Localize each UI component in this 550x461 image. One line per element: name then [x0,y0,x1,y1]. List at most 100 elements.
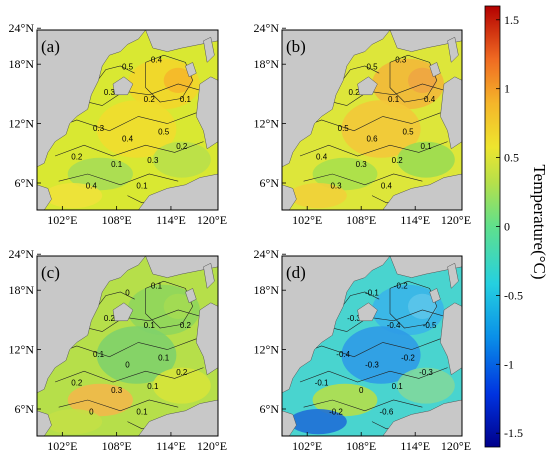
colorbar: 1.5 1 0.5 0 -0.5 -1 -1.5 Temperature(°C) [484,5,549,448]
island [112,76,134,96]
land-area [389,256,462,278]
contour-label: 0.1 [392,382,404,391]
map-panel-b: 0.5 0.3 0.2 0.1 0.4 0.5 0.6 0.5 0.4 0.3 0.2 0.1 0.3 0… [254,21,472,227]
lat-tick-label: 12°N [254,343,280,357]
lat-tick-label: 6°N [260,402,280,416]
contour-label: -0.4 [336,350,350,359]
lon-tick-label: 102°E [47,439,77,453]
contour-label: 0.2 [392,156,404,165]
colorbar-tick-label: -0.5 [504,288,523,302]
lon-tick-label: 102°E [292,213,322,227]
contour-line [145,280,194,329]
colorbar-ticks: 1.5 1 0.5 0 -0.5 -1 -1.5 [496,13,523,440]
contour-label: 0.3 [356,160,368,169]
colorbar-title: Temperature(°C) [530,164,549,279]
lon-tick-label: 108°E [346,439,376,453]
land-area [138,399,218,436]
lon-tick-label: 114°E [156,213,186,227]
contour-line [47,112,197,132]
land-area [196,76,218,150]
contour-label: 0.5 [122,63,134,72]
contour-label: 0.1 [144,321,156,330]
contour-line [94,291,135,311]
contour-label: 0.1 [93,350,105,359]
contour-line [303,399,423,412]
temperature-patch [289,409,347,435]
colorbar-tick-label: 0.5 [504,151,519,165]
contour-label: 0.4 [381,181,393,190]
contour-label: 0.1 [111,160,123,169]
land-area [440,76,462,150]
contour-line [389,54,438,103]
lat-tick-label: 24°N [9,247,35,261]
map-field: 0 0.1 0.2 0.1 0.2 0.1 0 0.1 0.2 0.3 0.1 0.2 0 0.1 [37,256,218,436]
contour-label: 0.5 [158,127,170,136]
contour-label: 0 [125,361,130,370]
map-frame [281,255,463,437]
map-panel-d: -0.1 -0.2 -0.3 -0.4 -0.5 -0.4 -0.3 -0.2 -0.1 0 0.1… [254,247,472,453]
contour-label: 0.4 [424,95,436,104]
contour-label: 0.6 [366,135,378,144]
contour-line [299,141,448,157]
contour-label: 0.3 [111,386,123,395]
lat-tick-label: 18°N [254,57,280,71]
contour-label: 0.1 [158,353,170,362]
contour-line [303,173,423,186]
contour-label: -0.5 [423,321,437,330]
colorbar-tick-label: 0 [504,220,510,234]
contour-label: -0.2 [401,353,415,362]
island [357,76,378,96]
contour-label: 0.3 [395,55,407,64]
contour-label: 0.1 [388,95,400,104]
lat-tick-label: 12°N [9,117,35,131]
contour-label: 0.4 [86,181,98,190]
contour-label: 0.2 [104,314,116,323]
map-frame [36,255,219,437]
island [357,302,378,322]
map-panel-c: 0 0.1 0.2 0.1 0.2 0.1 0 0.1 0.2 0.3 0.1 0.2 0 0.1 (c) 6… [9,247,228,453]
lon-tick-label: 120°E [197,213,227,227]
land-area [382,173,462,210]
temperature-patch [96,326,177,384]
island [185,62,197,78]
contour-label: 0.1 [136,181,148,190]
contour-label: -0.1 [315,379,329,388]
land-area [145,30,218,52]
map-panel-a: 0.5 0.4 0.3 0.2 0.1 0.3 0.4 0.5 0.2 0.1 0.3 0.2 0.4 0… [9,21,228,227]
colorbar-tick-label: 1 [504,82,510,96]
lat-tick-label: 18°N [9,283,35,297]
temperature-patch [96,100,177,158]
contour-line [58,173,179,186]
contour-label: 0.1 [180,95,192,104]
land-area [282,30,391,168]
contour-label: 0.4 [316,153,328,162]
contour-line [145,54,194,103]
island [203,262,215,289]
land-area [282,256,391,394]
land-area [138,173,218,210]
contour-label: -0.4 [387,321,401,330]
temperature-patch [44,183,103,209]
contour-label: 0.2 [71,379,83,388]
land-area [382,399,462,436]
contour-label: -0.2 [394,281,408,290]
lon-tick-label: 114°E [156,439,186,453]
panel-label: (b) [286,37,306,56]
island [429,288,441,304]
island [112,302,134,322]
island [203,36,215,63]
contour-label: 0.5 [402,127,414,136]
land-area [196,302,218,376]
temperature-patch [67,157,133,191]
contour-label: -0.6 [380,407,394,416]
contour-label: 0.2 [144,95,156,104]
contour-label: 0.2 [71,153,83,162]
lon-tick-label: 114°E [400,439,430,453]
land-area [37,30,146,168]
contour-line [339,65,380,85]
island [429,62,441,78]
land-area [145,256,218,278]
contour-line [54,367,204,383]
island [447,262,459,289]
